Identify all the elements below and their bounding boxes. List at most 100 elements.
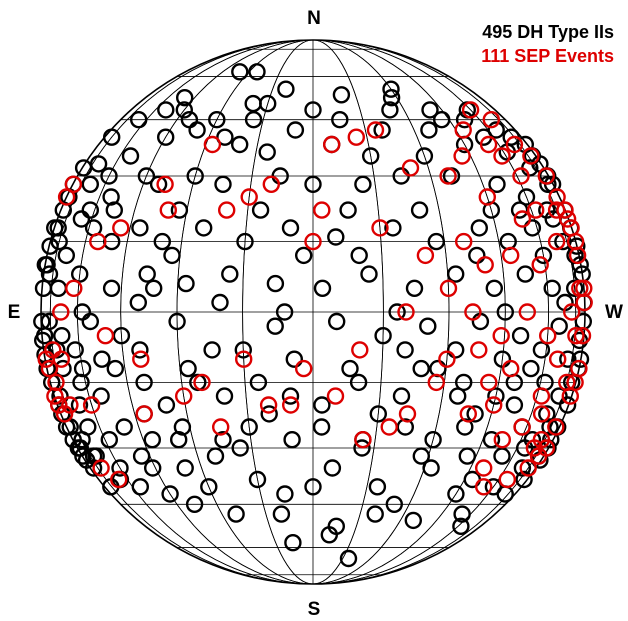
dh-type-ii-point <box>53 327 71 345</box>
dh-type-ii-point <box>285 350 303 368</box>
dh-type-ii-point <box>186 167 204 185</box>
sep-event-point <box>380 418 398 436</box>
dh-type-ii-point <box>214 431 232 449</box>
sep-event-point <box>439 279 458 297</box>
sep-event-point <box>282 396 300 414</box>
sep-event-point <box>470 341 488 359</box>
dh-type-ii-point <box>571 256 589 274</box>
sep-event-point <box>259 396 278 414</box>
dh-type-ii-point <box>354 175 372 194</box>
dh-type-ii-point <box>157 101 175 119</box>
dh-type-ii-point <box>283 431 301 449</box>
east-label: E <box>8 302 21 323</box>
dh-type-ii-point <box>339 549 358 568</box>
dh-type-ii-point <box>153 232 172 251</box>
dh-type-ii-point <box>415 147 434 165</box>
dh-type-ii-point <box>105 201 124 219</box>
sep-event-point <box>416 246 435 265</box>
sep-event-point <box>47 373 65 392</box>
dh-type-ii-point <box>388 303 406 321</box>
sep-event-point <box>571 279 589 297</box>
dh-type-ii-point <box>211 293 229 312</box>
dh-type-ii-point <box>313 396 331 414</box>
dh-type-ii-point <box>266 274 285 293</box>
dh-type-ii-point <box>523 219 542 237</box>
sep-event-point <box>193 373 211 392</box>
dh-type-ii-point <box>424 431 442 449</box>
dh-type-ii-point <box>281 387 300 405</box>
sep-event-point <box>476 256 494 274</box>
dh-type-ii-point <box>275 303 294 321</box>
dh-type-ii-point <box>49 279 68 297</box>
sep-event-point <box>547 201 566 219</box>
dh-type-ii-point <box>539 175 557 194</box>
sep-event-point <box>493 147 511 165</box>
dh-type-ii-point <box>216 128 234 146</box>
dh-type-ii-point <box>73 303 92 321</box>
dh-type-ii-point <box>115 418 133 436</box>
dh-type-ii-point <box>323 459 342 477</box>
sep-event-markers <box>37 101 593 496</box>
sep-event-point <box>493 431 511 449</box>
sep-event-point <box>217 201 236 219</box>
dh-type-ii-point <box>466 405 484 423</box>
dh-type-ii-point <box>240 418 258 436</box>
dh-type-ii-point <box>57 246 76 265</box>
sep-event-point <box>132 350 150 368</box>
dh-type-ii-point <box>458 447 476 465</box>
dh-type-ii-point <box>522 359 540 378</box>
dh-type-ii-point <box>248 470 267 489</box>
sep-event-point <box>295 359 313 378</box>
dh-type-ii-point <box>177 274 195 293</box>
sep-event-point <box>539 327 557 345</box>
sep-event-point <box>492 327 510 345</box>
sep-event-point <box>518 303 536 321</box>
dh-type-ii-point <box>412 359 430 378</box>
dh-type-ii-point <box>215 387 234 405</box>
dh-type-ii-point <box>236 232 254 251</box>
dh-type-ii-point <box>234 341 253 359</box>
sep-event-point <box>502 246 520 265</box>
sep-event-point <box>547 418 565 436</box>
dh-type-ii-point <box>550 317 568 335</box>
sep-event-point <box>573 327 592 345</box>
sep-event-point <box>159 201 178 219</box>
sep-event-point <box>485 396 503 414</box>
sep-event-point <box>61 396 79 414</box>
dh-type-ii-point <box>559 350 577 368</box>
sep-event-point <box>455 232 473 251</box>
dh-type-ii-point <box>194 219 213 237</box>
dh-type-ii-point <box>396 341 414 359</box>
dh-type-ii-point <box>405 279 424 297</box>
dh-type-ii-point <box>532 341 551 359</box>
dh-type-ii-point <box>304 478 322 496</box>
dh-type-ii-point <box>144 279 163 297</box>
dh-type-ii-point <box>169 431 188 449</box>
dh-type-ii-point <box>284 534 302 552</box>
dh-type-ii-point <box>81 175 100 194</box>
dh-type-ii-point <box>70 396 89 414</box>
dh-type-ii-point <box>516 265 534 283</box>
dh-type-ii-point <box>100 431 119 449</box>
dh-type-ii-point <box>135 373 153 392</box>
sep-event-point <box>513 418 531 436</box>
dh-type-ii-point <box>328 312 346 331</box>
sep-event-point <box>480 373 498 392</box>
dh-type-ii-point <box>277 80 295 98</box>
dh-type-ii-point <box>360 265 378 283</box>
dh-type-ii-point <box>538 405 556 423</box>
dh-type-ii-point <box>447 485 465 503</box>
sep-event-point <box>92 459 110 477</box>
dh-type-ii-point <box>200 478 218 496</box>
north-label: N <box>307 8 321 29</box>
dh-type-ii-point <box>369 405 387 423</box>
dh-type-ii-point <box>138 265 156 283</box>
dh-type-ii-point <box>214 175 232 194</box>
sep-event-point <box>211 418 230 436</box>
dh-type-ii-point <box>496 303 514 321</box>
dh-type-ii-point <box>510 201 529 219</box>
dh-type-ii-point <box>260 405 278 423</box>
dh-type-ii-point <box>170 201 189 219</box>
dh-type-ii-point <box>404 511 422 530</box>
